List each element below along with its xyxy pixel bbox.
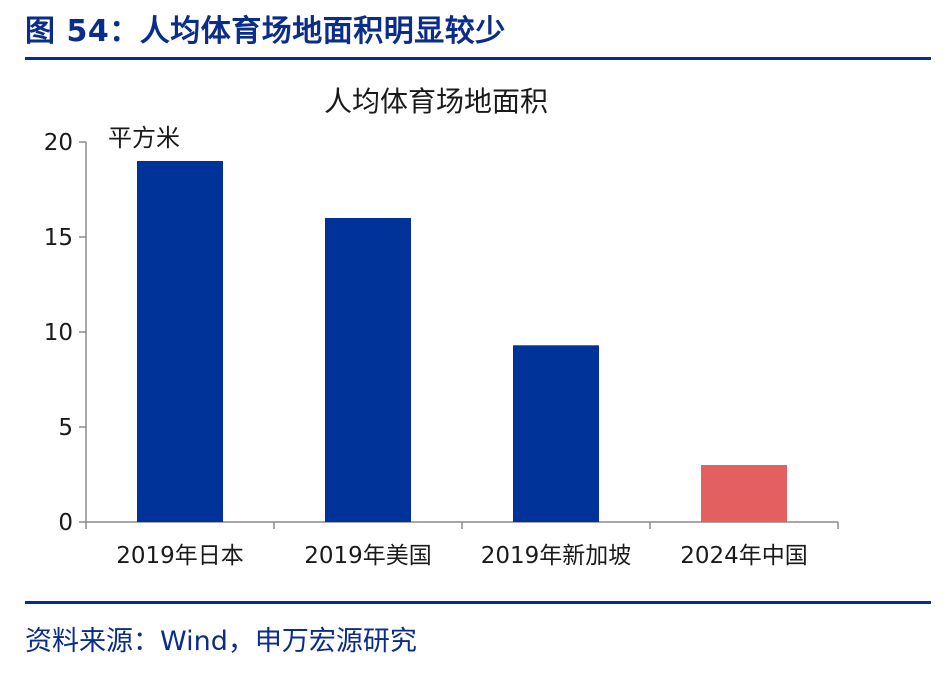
- figure-title: 图 54：人均体育场地面积明显较少: [25, 14, 506, 49]
- category-labels: 2019年日本 2019年美国 2019年新加坡 2024年中国: [116, 543, 808, 569]
- category-label-2: 2019年美国: [304, 543, 432, 569]
- bar-2: [325, 218, 411, 522]
- bar-4: [701, 465, 787, 522]
- bar-1: [137, 161, 223, 522]
- y-ticks: 0 5 10 15 20: [44, 130, 86, 536]
- chart-title: 人均体育场地面积: [324, 85, 548, 118]
- bar-3: [513, 345, 599, 522]
- y-tick-label: 15: [44, 225, 73, 251]
- x-ticks: [85, 522, 839, 529]
- category-label-4: 2024年中国: [680, 543, 808, 569]
- y-tick-label: 20: [44, 130, 73, 156]
- y-tick-label: 10: [44, 320, 73, 346]
- bars: [137, 161, 787, 522]
- y-tick-label: 0: [58, 510, 73, 536]
- bottom-divider: [25, 601, 931, 604]
- top-divider: [25, 57, 931, 60]
- y-tick-label: 5: [58, 415, 73, 441]
- category-label-3: 2019年新加坡: [481, 543, 632, 569]
- category-label-1: 2019年日本: [116, 543, 244, 569]
- y-unit-label: 平方米: [108, 124, 180, 152]
- source-note: 资料来源：Wind，申万宏源研究: [25, 626, 417, 657]
